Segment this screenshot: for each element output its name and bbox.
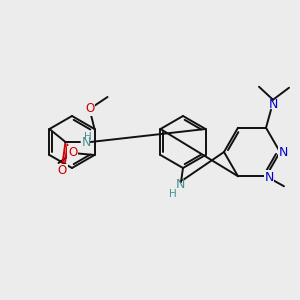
- Text: N: N: [82, 136, 91, 149]
- Text: O: O: [58, 164, 67, 178]
- Text: H: H: [169, 189, 177, 199]
- Text: H: H: [84, 132, 92, 142]
- Text: N: N: [268, 98, 278, 111]
- Text: N: N: [264, 171, 274, 184]
- Text: N: N: [175, 178, 185, 191]
- Text: O: O: [68, 146, 77, 160]
- Text: O: O: [85, 103, 94, 116]
- Text: N: N: [278, 146, 288, 158]
